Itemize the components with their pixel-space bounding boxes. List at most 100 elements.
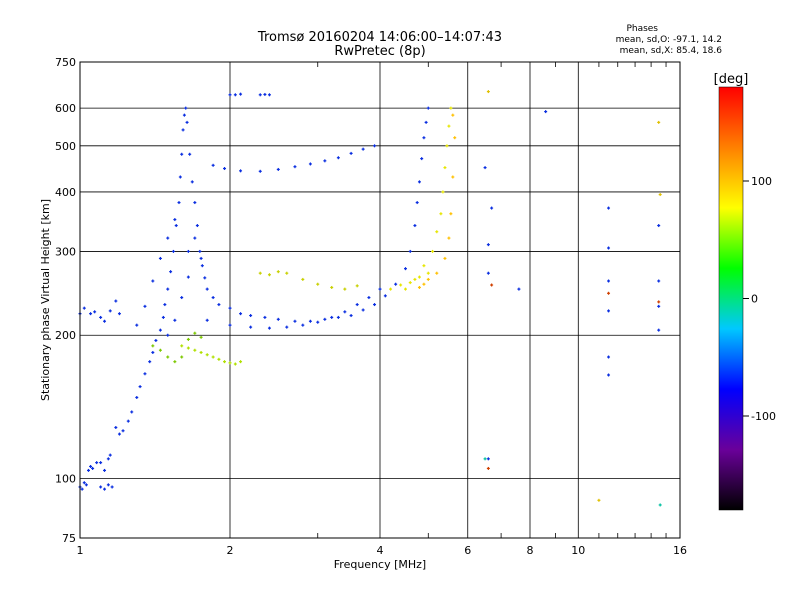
data-point xyxy=(161,315,165,319)
data-point xyxy=(158,348,162,352)
data-point xyxy=(110,485,114,489)
data-point xyxy=(435,271,439,275)
gridlines xyxy=(80,62,680,538)
data-point xyxy=(158,256,162,260)
data-point xyxy=(199,256,203,260)
data-point xyxy=(373,144,377,148)
data-point xyxy=(173,318,177,322)
data-point xyxy=(323,159,327,163)
data-point xyxy=(336,156,340,160)
data-point xyxy=(103,487,107,491)
data-point xyxy=(308,319,312,323)
data-point xyxy=(151,344,155,348)
data-point xyxy=(417,180,421,184)
data-point xyxy=(205,353,209,357)
data-point xyxy=(490,206,494,210)
data-point xyxy=(249,325,253,329)
data-point xyxy=(182,113,186,117)
data-point xyxy=(258,93,262,97)
data-point xyxy=(447,236,451,240)
data-point xyxy=(441,190,445,194)
data-point xyxy=(431,249,435,253)
x-tick-label: 10 xyxy=(571,544,585,557)
data-point xyxy=(198,249,202,253)
data-point xyxy=(486,243,490,247)
data-point xyxy=(483,166,487,170)
data-point xyxy=(330,315,334,319)
data-point xyxy=(228,93,232,97)
data-point xyxy=(447,124,451,128)
y-tick-label: 300 xyxy=(55,245,76,258)
y-tick-label: 75 xyxy=(62,532,76,545)
colorbar: [deg] 100 0 -100 xyxy=(714,72,776,511)
data-point xyxy=(413,224,417,228)
y-axis-label: Stationary phase Virtual Height [km] xyxy=(39,199,52,401)
data-point xyxy=(99,315,103,319)
data-point xyxy=(343,287,347,291)
data-point xyxy=(417,285,421,289)
data-point xyxy=(435,230,439,234)
data-point xyxy=(449,212,453,216)
data-point xyxy=(420,157,424,161)
data-point xyxy=(597,498,601,502)
axis-ticks xyxy=(317,62,667,538)
x-tick-label: 1 xyxy=(77,544,84,557)
data-point xyxy=(166,287,170,291)
data-point xyxy=(186,346,190,350)
data-point xyxy=(415,201,419,205)
data-point xyxy=(361,147,365,151)
colorbar-gradient xyxy=(718,86,744,511)
data-point xyxy=(151,279,155,283)
data-point xyxy=(173,360,177,364)
data-point xyxy=(103,468,107,472)
data-point xyxy=(180,296,184,300)
data-point xyxy=(171,249,175,253)
data-point xyxy=(106,483,110,487)
data-point xyxy=(657,224,661,228)
data-point xyxy=(355,284,359,288)
data-point xyxy=(308,162,312,166)
data-point xyxy=(93,310,97,314)
data-point xyxy=(89,312,93,316)
data-point xyxy=(121,429,125,433)
data-point xyxy=(239,360,243,364)
data-point xyxy=(180,152,184,156)
data-point xyxy=(228,361,232,365)
data-point xyxy=(361,308,365,312)
x-axis-label: Frequency [MHz] xyxy=(334,558,426,571)
data-point xyxy=(301,277,305,281)
data-point xyxy=(82,306,86,310)
data-point xyxy=(486,457,490,461)
data-point xyxy=(490,283,494,287)
data-point xyxy=(186,275,190,279)
y-tick-labels: 75 100 200 300 400 500 600 750 xyxy=(55,56,76,545)
data-point xyxy=(193,236,197,240)
data-point xyxy=(173,218,177,222)
data-point xyxy=(336,315,340,319)
data-point xyxy=(413,277,417,281)
data-point xyxy=(114,425,118,429)
data-point xyxy=(190,180,194,184)
colorbar-tick-label: 100 xyxy=(751,175,772,188)
data-point xyxy=(422,264,426,268)
data-point xyxy=(181,128,185,132)
data-point xyxy=(408,249,412,253)
data-point xyxy=(154,338,158,342)
data-point xyxy=(263,315,267,319)
data-point xyxy=(151,350,155,354)
data-point xyxy=(180,344,184,348)
data-point xyxy=(126,419,130,423)
data-point xyxy=(239,312,243,316)
data-point xyxy=(239,169,243,173)
data-point xyxy=(185,120,189,124)
data-point xyxy=(193,331,197,335)
data-point xyxy=(422,282,426,286)
data-point xyxy=(177,201,181,205)
x-tick-label: 16 xyxy=(673,544,687,557)
data-point xyxy=(451,175,455,179)
data-point xyxy=(158,328,162,332)
data-point xyxy=(211,355,215,359)
data-point xyxy=(193,348,197,352)
plot-area: 1 2 4 6 8 10 16 75 100 200 300 400 500 600 750 xyxy=(55,56,687,557)
data-point xyxy=(383,294,387,298)
